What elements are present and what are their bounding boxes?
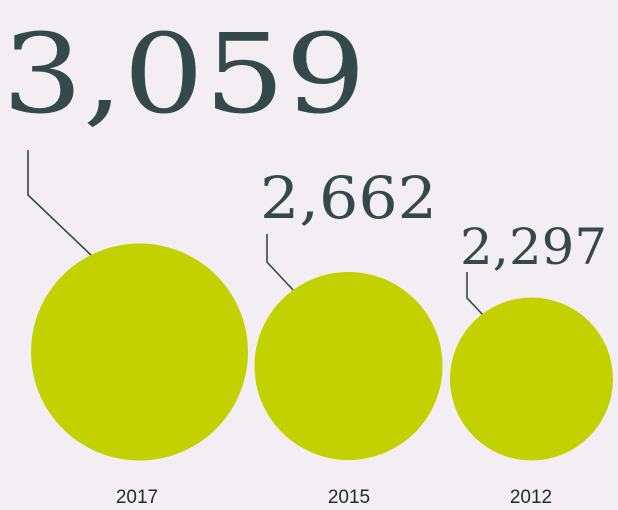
year-label-2017: 2017 [116,487,158,508]
value-label-2015: 2,662 [260,164,437,232]
bubble-2017 [31,243,248,461]
bubble-2012 [450,297,613,461]
leader-lines [27,150,485,317]
year-label-2012: 2012 [510,487,552,508]
bubbles [31,243,613,461]
leader-line-2017 [27,150,93,257]
leader-line-2015 [266,234,295,292]
bubble-2015 [254,272,443,460]
value-labels: 3,059 2,662 2,297 [2,10,607,276]
value-label-2017: 3,059 [2,10,366,138]
year-label-2015: 2015 [328,487,370,508]
leader-line-2012 [466,272,485,317]
year-labels: 2017 2015 2012 [116,487,552,508]
value-label-2012: 2,297 [460,218,607,276]
